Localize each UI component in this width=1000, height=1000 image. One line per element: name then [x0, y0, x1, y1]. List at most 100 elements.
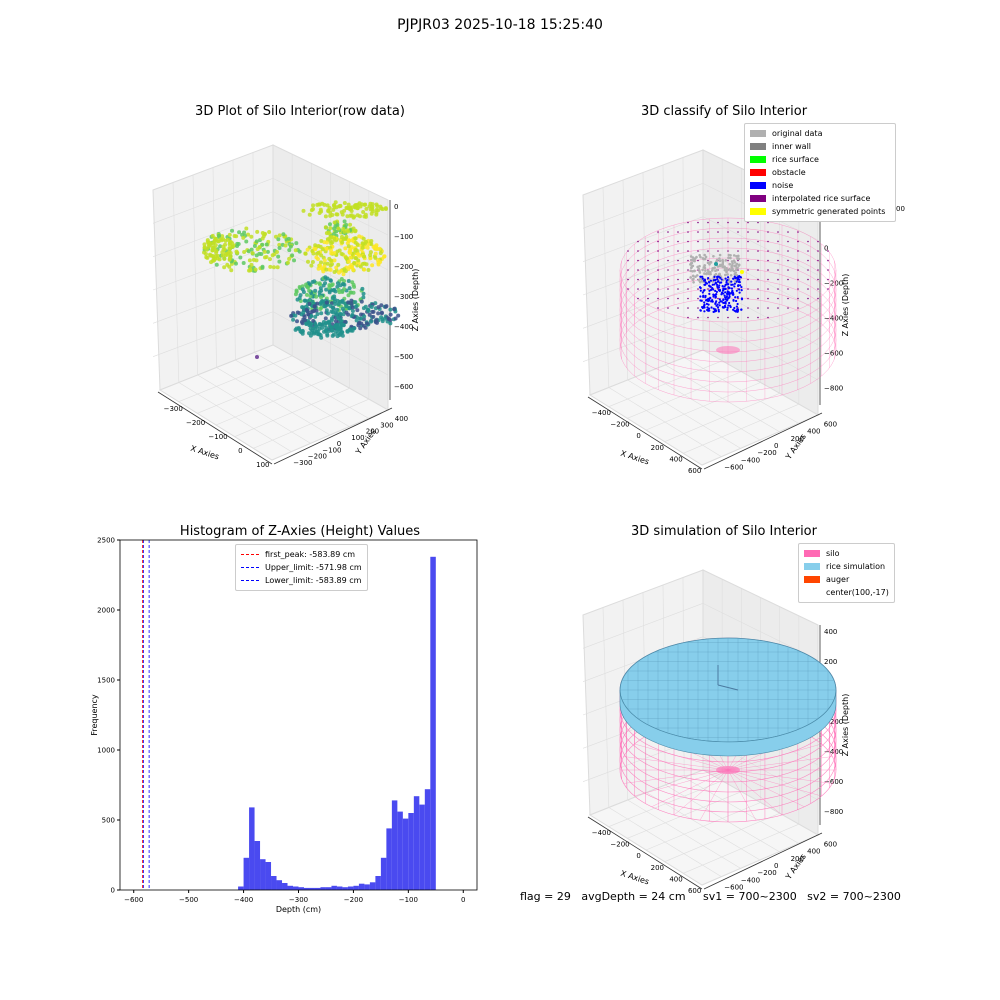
- plot2-interp-point: [657, 278, 659, 281]
- plot2-noise-point: [722, 298, 725, 301]
- plot2-y-axis-line: [703, 412, 823, 470]
- plot2-interp-point: [687, 307, 689, 309]
- plot2-wall-point: [714, 262, 718, 266]
- plot2-original-point: [724, 273, 727, 277]
- plot2-interp-point: [637, 269, 639, 271]
- plot1-point: [388, 307, 393, 312]
- plot2-original-point: [689, 255, 693, 258]
- plot1-point: [303, 298, 308, 303]
- plot1-point: [367, 312, 372, 317]
- plot1-point: [317, 322, 322, 327]
- plot2-interp-point: [817, 288, 819, 290]
- plot2-original-point: [737, 254, 740, 258]
- plot2-interp-point: [707, 250, 709, 252]
- plot1-point: [365, 307, 370, 312]
- plot1-point: [338, 283, 343, 288]
- plot1-point: [300, 331, 305, 336]
- plot2-noise-point: [714, 278, 717, 282]
- plot2-original-point: [718, 272, 721, 276]
- plot2-interp-point: [707, 288, 709, 290]
- histogram-bar: [424, 789, 431, 890]
- plot1-point: [311, 319, 316, 324]
- plot2-interp-point: [687, 240, 689, 243]
- plot2-interp-point: [647, 240, 649, 243]
- plot1-point: [368, 256, 373, 261]
- plot1-point: [323, 316, 328, 321]
- plot1-point: [340, 212, 345, 217]
- plot2-interp-point: [677, 297, 679, 300]
- plot4-x-tick: 400: [669, 876, 682, 884]
- plot2-noise-point: [704, 294, 707, 298]
- plot2-interp-point: [737, 316, 739, 319]
- plot2-interp-point: [827, 278, 829, 281]
- plot2-interp-point: [697, 316, 699, 319]
- plot1-point: [328, 263, 333, 268]
- plot2-noise-point: [722, 306, 725, 309]
- plot1-point: [386, 317, 391, 322]
- plot2-y-tick: −200: [757, 449, 776, 457]
- plot2-interp-point: [697, 307, 699, 309]
- plot1-point: [277, 233, 282, 238]
- plot2-noise-point: [713, 275, 716, 278]
- plot1-point: [297, 249, 302, 254]
- plot1-point: [373, 251, 378, 256]
- plot2-interp-point: [777, 278, 779, 281]
- histogram-y-tick: 2000: [97, 607, 115, 615]
- plot2-interp-point: [737, 231, 739, 233]
- plot2-noise-point: [707, 303, 710, 306]
- plot2-noise-point: [707, 309, 710, 312]
- plot1-point: [353, 236, 358, 241]
- plot1-x-tick: −100: [208, 433, 227, 441]
- plot1-point: [267, 257, 272, 262]
- plot1-point: [319, 253, 324, 258]
- plot2-interp-point: [757, 259, 759, 262]
- plot1-point: [301, 305, 306, 310]
- plot1-point: [311, 331, 316, 336]
- plot1-y-tick: 300: [380, 421, 393, 429]
- plot1-point: [346, 300, 351, 305]
- plot2-interp-point: [697, 288, 699, 290]
- plot1-point: [267, 230, 272, 235]
- plot4-x-label: X Axies: [619, 869, 650, 887]
- plot1-point: [361, 291, 366, 296]
- plot1-point: [211, 245, 216, 250]
- plot1-point: [362, 267, 367, 272]
- plot1-point: [249, 234, 254, 239]
- plot2-interp-point: [687, 316, 689, 319]
- plot1-point: [342, 219, 347, 224]
- plot2-noise-point: [723, 294, 726, 297]
- plot2-interp-point: [737, 240, 739, 243]
- plot1-point: [361, 306, 366, 311]
- plot4-y-tick: 400: [807, 848, 820, 856]
- plot1-point: [379, 303, 384, 308]
- plot1-point: [346, 202, 351, 207]
- plot1-point: [341, 272, 346, 277]
- plot2-grid: [582, 283, 704, 329]
- plot2-interp-point: [657, 250, 659, 252]
- plot1-point: [294, 241, 299, 246]
- plot2-interp-point: [807, 240, 809, 243]
- plot2-interp-point: [657, 297, 659, 300]
- plot1-point: [346, 293, 351, 298]
- plot1-point: [382, 254, 387, 259]
- plot1-point: [358, 264, 363, 269]
- plot1-point: [355, 213, 360, 218]
- plot1-point: [307, 288, 312, 293]
- plot1-point: [317, 211, 322, 216]
- plot1-point: [306, 312, 311, 317]
- plot1-grid: [192, 174, 198, 376]
- plot1-point: [317, 290, 322, 295]
- plot1-point: [353, 240, 358, 245]
- plot2-noise-point: [720, 278, 723, 281]
- histogram-x-label: Depth (cm): [276, 905, 321, 914]
- plot1-point: [361, 317, 366, 322]
- plot1-point: [388, 312, 393, 317]
- plot4-x-tick: 600: [688, 887, 701, 895]
- plot1-point: [356, 252, 361, 257]
- plot1-point: [277, 259, 282, 264]
- plot1-point: [319, 300, 324, 305]
- plot2-noise-point: [739, 276, 743, 279]
- plot2-interp-point: [707, 316, 709, 319]
- plot2-grid: [622, 179, 628, 381]
- plot2-original-point: [697, 267, 701, 271]
